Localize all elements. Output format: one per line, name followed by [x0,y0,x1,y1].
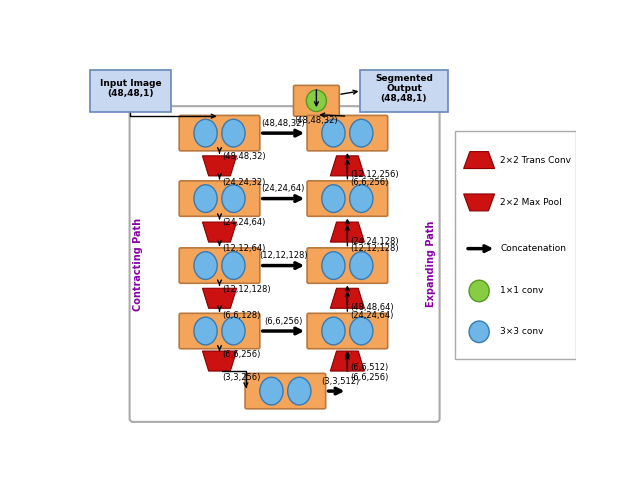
Text: Segmented
Output
(48,48,1): Segmented Output (48,48,1) [375,74,433,103]
FancyBboxPatch shape [179,115,260,151]
Ellipse shape [349,185,373,212]
FancyBboxPatch shape [307,181,388,216]
Ellipse shape [307,90,326,112]
Text: 3×3 conv: 3×3 conv [500,327,543,337]
Ellipse shape [322,317,345,345]
Text: (6,6,256): (6,6,256) [223,350,261,359]
FancyBboxPatch shape [245,374,326,409]
Ellipse shape [194,119,217,147]
Text: (6,6,512): (6,6,512) [351,363,388,372]
Text: Concatenation: Concatenation [500,244,566,253]
Text: (12,12,256): (12,12,256) [351,170,399,179]
Polygon shape [330,222,364,242]
Polygon shape [202,156,237,176]
FancyBboxPatch shape [307,313,388,349]
Text: (12,12,128): (12,12,128) [351,244,399,253]
Ellipse shape [194,317,217,345]
Text: (6,6,128): (6,6,128) [223,311,261,319]
Ellipse shape [260,377,283,405]
Text: Expanding Path: Expanding Path [426,221,436,307]
FancyBboxPatch shape [307,115,388,151]
Text: (12,12,128): (12,12,128) [223,285,271,294]
Ellipse shape [222,185,245,212]
Text: (6,6,256): (6,6,256) [351,374,389,382]
Text: (12,12,128): (12,12,128) [259,251,308,260]
Ellipse shape [322,119,345,147]
Text: Contracting Path: Contracting Path [133,218,143,311]
Ellipse shape [194,185,217,212]
Polygon shape [463,151,495,169]
FancyBboxPatch shape [179,313,260,349]
Polygon shape [330,351,364,371]
Ellipse shape [469,280,489,302]
Ellipse shape [322,185,345,212]
Ellipse shape [322,252,345,280]
Text: (12,12,64): (12,12,64) [223,244,266,253]
Text: (6,6,256): (6,6,256) [351,178,389,187]
Text: (48,48,32): (48,48,32) [294,116,338,125]
Polygon shape [463,194,495,211]
Ellipse shape [194,252,217,280]
Text: (48,48,64): (48,48,64) [351,303,394,312]
Ellipse shape [222,252,245,280]
Text: (48,48,32): (48,48,32) [223,152,266,161]
Text: Input Image
(48,48,1): Input Image (48,48,1) [100,79,161,98]
FancyBboxPatch shape [90,70,171,112]
Text: (24,24,128): (24,24,128) [351,237,399,246]
Text: 2×2 Trans Conv: 2×2 Trans Conv [500,155,571,165]
FancyBboxPatch shape [179,181,260,216]
Polygon shape [202,351,237,371]
Text: 2×2 Max Pool: 2×2 Max Pool [500,198,562,207]
Polygon shape [330,156,364,176]
Text: (3,3,512): (3,3,512) [321,376,360,386]
Ellipse shape [349,119,373,147]
FancyBboxPatch shape [179,248,260,283]
Text: 1×1 conv: 1×1 conv [500,286,543,296]
FancyBboxPatch shape [455,131,576,359]
Text: (24,24,64): (24,24,64) [262,184,305,193]
FancyBboxPatch shape [360,70,448,112]
Polygon shape [202,288,237,308]
Text: (48,48,32): (48,48,32) [262,119,305,128]
Ellipse shape [222,119,245,147]
Text: (6,6,256): (6,6,256) [264,317,303,326]
Text: (3,3,256): (3,3,256) [223,374,261,382]
Text: (24,24,64): (24,24,64) [351,311,394,319]
Polygon shape [330,288,364,308]
FancyBboxPatch shape [294,85,339,116]
FancyBboxPatch shape [307,248,388,283]
Polygon shape [202,222,237,242]
Ellipse shape [469,321,489,342]
Ellipse shape [222,317,245,345]
Ellipse shape [349,317,373,345]
Text: (24,24,64): (24,24,64) [223,218,266,227]
Ellipse shape [288,377,311,405]
Text: (24,24,32): (24,24,32) [223,178,266,187]
Ellipse shape [349,252,373,280]
